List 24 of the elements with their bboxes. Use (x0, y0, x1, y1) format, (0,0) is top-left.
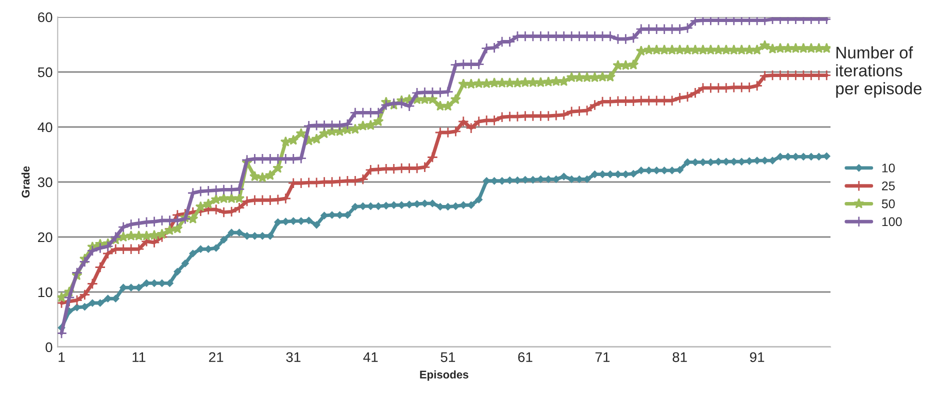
y-tick-label: 20 (38, 232, 52, 242)
y-tick-label: 0 (46, 342, 52, 352)
x-tick-label: 81 (672, 352, 687, 362)
x-tick-label: 71 (595, 352, 610, 362)
y-axis-title: Grade (21, 166, 30, 198)
legend-label: 100 (882, 217, 902, 226)
y-tick-label: 40 (38, 122, 52, 132)
legend-title: Number of iterations per episode (836, 46, 922, 98)
y-tick-label: 10 (38, 287, 52, 298)
y-tick-label: 50 (38, 67, 52, 78)
x-tick-label: 21 (209, 352, 224, 362)
x-tick-label: 1 (58, 352, 65, 362)
x-tick-label: 31 (286, 352, 300, 362)
y-tick-label: 60 (38, 12, 52, 22)
x-tick-label: 41 (363, 352, 378, 362)
x-axis-title: Episodes (420, 370, 468, 381)
x-tick-label: 61 (518, 352, 532, 362)
x-tick-label: 91 (750, 352, 764, 362)
legend-label: 50 (882, 199, 895, 208)
x-tick-label: 51 (440, 352, 455, 362)
x-tick-label: 11 (132, 352, 146, 362)
y-tick-label: 30 (38, 177, 52, 188)
legend-label: 10 (882, 164, 895, 172)
legend-label: 25 (882, 181, 895, 190)
